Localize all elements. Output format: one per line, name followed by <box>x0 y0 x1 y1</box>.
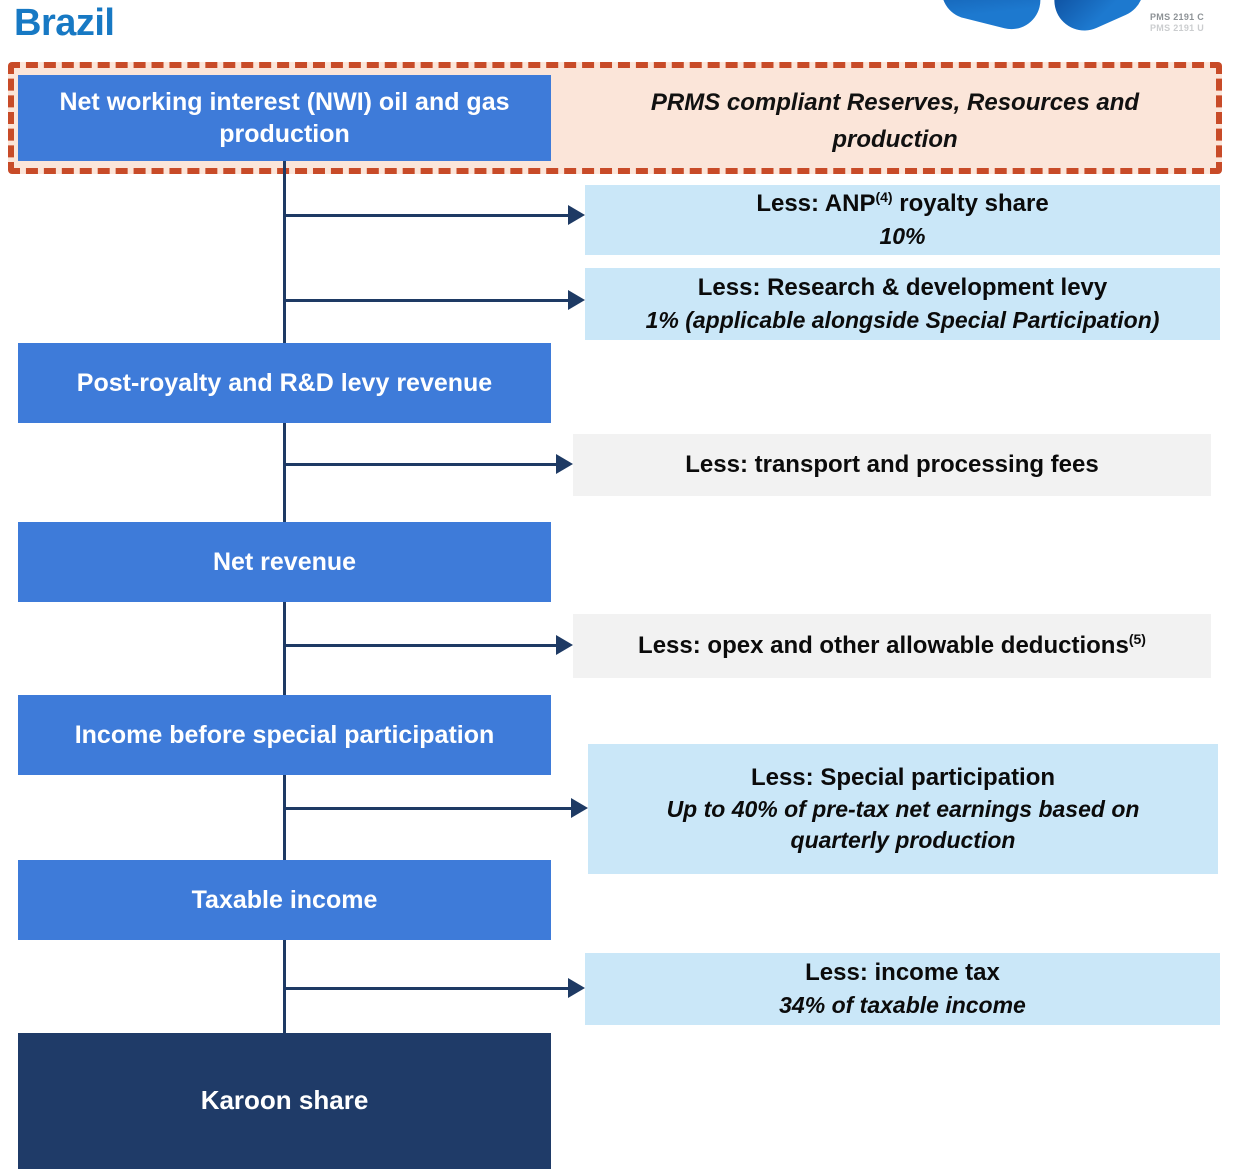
arrow-head-income-tax-icon <box>568 978 585 998</box>
box-post-royalty-revenue-label: Post-royalty and R&D levy revenue <box>76 368 493 397</box>
box-income-before-special-participation: Income before special participation <box>18 695 551 775</box>
arrow-head-anp-icon <box>568 205 585 225</box>
arrow-head-rnd-icon <box>568 290 585 310</box>
box-rnd-levy: Less: Research & development levy 1% (ap… <box>585 268 1220 340</box>
box-rnd-levy-title: Less: Research & development levy <box>697 274 1108 302</box>
arrow-line-special <box>285 807 571 810</box>
box-nwi-production: Net working interest (NWI) oil and gas p… <box>18 75 551 161</box>
anp-footnote-sup: (4) <box>875 189 893 206</box>
box-karoon-share: Karoon share <box>18 1033 551 1169</box>
box-rnd-levy-value: 1% (applicable alongside Special Partici… <box>645 306 1160 333</box>
box-taxable-income: Taxable income <box>18 860 551 940</box>
box-anp-royalty: Less: ANP(4) royalty share 10% <box>585 185 1220 255</box>
box-transport-fees: Less: transport and processing fees <box>573 434 1211 496</box>
box-opex-deductions: Less: opex and other allowable deduction… <box>573 614 1211 678</box>
box-income-tax: Less: income tax 34% of taxable income <box>585 953 1220 1025</box>
arrow-head-opex-icon <box>556 635 573 655</box>
box-net-revenue: Net revenue <box>18 522 551 602</box>
opex-title-text: Less: opex and other allowable deduction… <box>638 631 1129 659</box>
box-income-tax-value: 34% of taxable income <box>779 991 1026 1018</box>
box-post-royalty-revenue: Post-royalty and R&D levy revenue <box>18 343 551 423</box>
box-special-participation-title: Less: Special participation <box>750 763 1056 791</box>
arrow-head-special-icon <box>571 798 588 818</box>
arrow-head-transport-icon <box>556 454 573 474</box>
box-opex-deductions-title: Less: opex and other allowable deduction… <box>638 630 1146 662</box>
box-taxable-income-label: Taxable income <box>191 885 378 914</box>
arrow-line-opex <box>285 644 556 647</box>
pms-line-2: PMS 2191 U <box>1150 23 1205 33</box>
arrow-line-anp <box>285 214 568 217</box>
anp-title-text: Less: ANP <box>756 190 876 218</box>
logo-blob-left <box>935 0 1047 36</box>
box-anp-royalty-title: Less: ANP(4) royalty share <box>756 188 1048 220</box>
anp-title-suffix: royalty share <box>892 190 1049 218</box>
box-transport-fees-title: Less: transport and processing fees <box>685 450 1099 478</box>
box-income-tax-title: Less: income tax <box>805 959 1000 987</box>
box-nwi-production-label: Net working interest (NWI) oil and gas p… <box>59 87 510 149</box>
karoon-logo-icon <box>935 0 1150 42</box>
arrow-line-transport <box>285 463 556 466</box>
box-special-participation: Less: Special participation Up to 40% of… <box>588 744 1218 874</box>
pms-line-1: PMS 2191 C <box>1150 12 1205 22</box>
box-special-participation-value: Up to 40% of pre-tax net earnings based … <box>666 796 1140 854</box>
prms-note: PRMS compliant Reserves, Resources and p… <box>575 84 1215 158</box>
page-title: Brazil <box>14 2 115 44</box>
prms-note-text: PRMS compliant Reserves, Resources and p… <box>650 89 1140 154</box>
box-income-before-special-participation-label: Income before special participation <box>74 720 495 749</box>
opex-footnote-sup: (5) <box>1128 630 1146 647</box>
arrow-line-rnd <box>285 299 568 302</box>
arrow-line-income-tax <box>285 987 568 990</box>
box-anp-royalty-value: 10% <box>879 222 926 249</box>
logo-blob-right <box>1044 0 1150 41</box>
box-net-revenue-label: Net revenue <box>212 547 357 576</box>
logo-color-spec: PMS 2191 C PMS 2191 U <box>1150 12 1240 38</box>
box-karoon-share-label: Karoon share <box>200 1085 369 1116</box>
